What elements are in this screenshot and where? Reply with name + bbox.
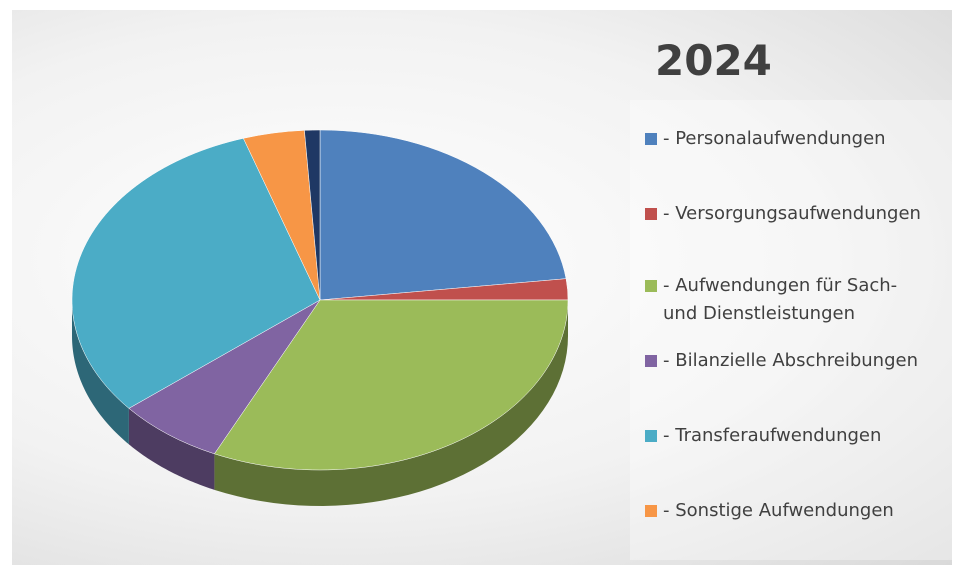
slice-side xyxy=(72,300,129,445)
legend-label: - Transferaufwendungen xyxy=(663,425,882,446)
legend-label: - Sonstige Aufwendungen xyxy=(663,500,894,521)
legend-swatch xyxy=(645,133,657,145)
legend-label: - Aufwendungen für Sach- und Dienstleist… xyxy=(663,275,898,324)
legend-item: - Transferaufwendungen xyxy=(645,422,945,450)
chart-title: 2024 xyxy=(655,36,772,85)
legend-swatch xyxy=(645,208,657,220)
legend-swatch xyxy=(645,505,657,517)
slice xyxy=(128,299,321,455)
slice xyxy=(319,129,567,301)
legend-swatch xyxy=(645,355,657,367)
legend-item: - Aufwendungen für Sach- und Dienstleist… xyxy=(645,272,945,328)
legend-item: - Versorgungsaufwendungen xyxy=(645,200,945,228)
legend-panel xyxy=(630,100,952,560)
slice xyxy=(304,129,321,301)
slice xyxy=(214,299,569,471)
legend-item: - Sonstige Aufwendungen xyxy=(645,497,945,525)
legend-swatch xyxy=(645,430,657,442)
slice xyxy=(71,138,321,409)
legend-item: - Bilanzielle Abschreibungen xyxy=(645,347,945,375)
slice-side xyxy=(128,408,215,490)
legend-label: - Bilanzielle Abschreibungen xyxy=(663,350,918,371)
legend-label: - Personalaufwendungen xyxy=(663,128,886,149)
slice-side xyxy=(214,300,568,506)
legend-label: - Versorgungsaufwendungen xyxy=(663,203,921,224)
legend-item: - Personalaufwendungen xyxy=(645,125,945,153)
legend-swatch xyxy=(645,280,657,292)
